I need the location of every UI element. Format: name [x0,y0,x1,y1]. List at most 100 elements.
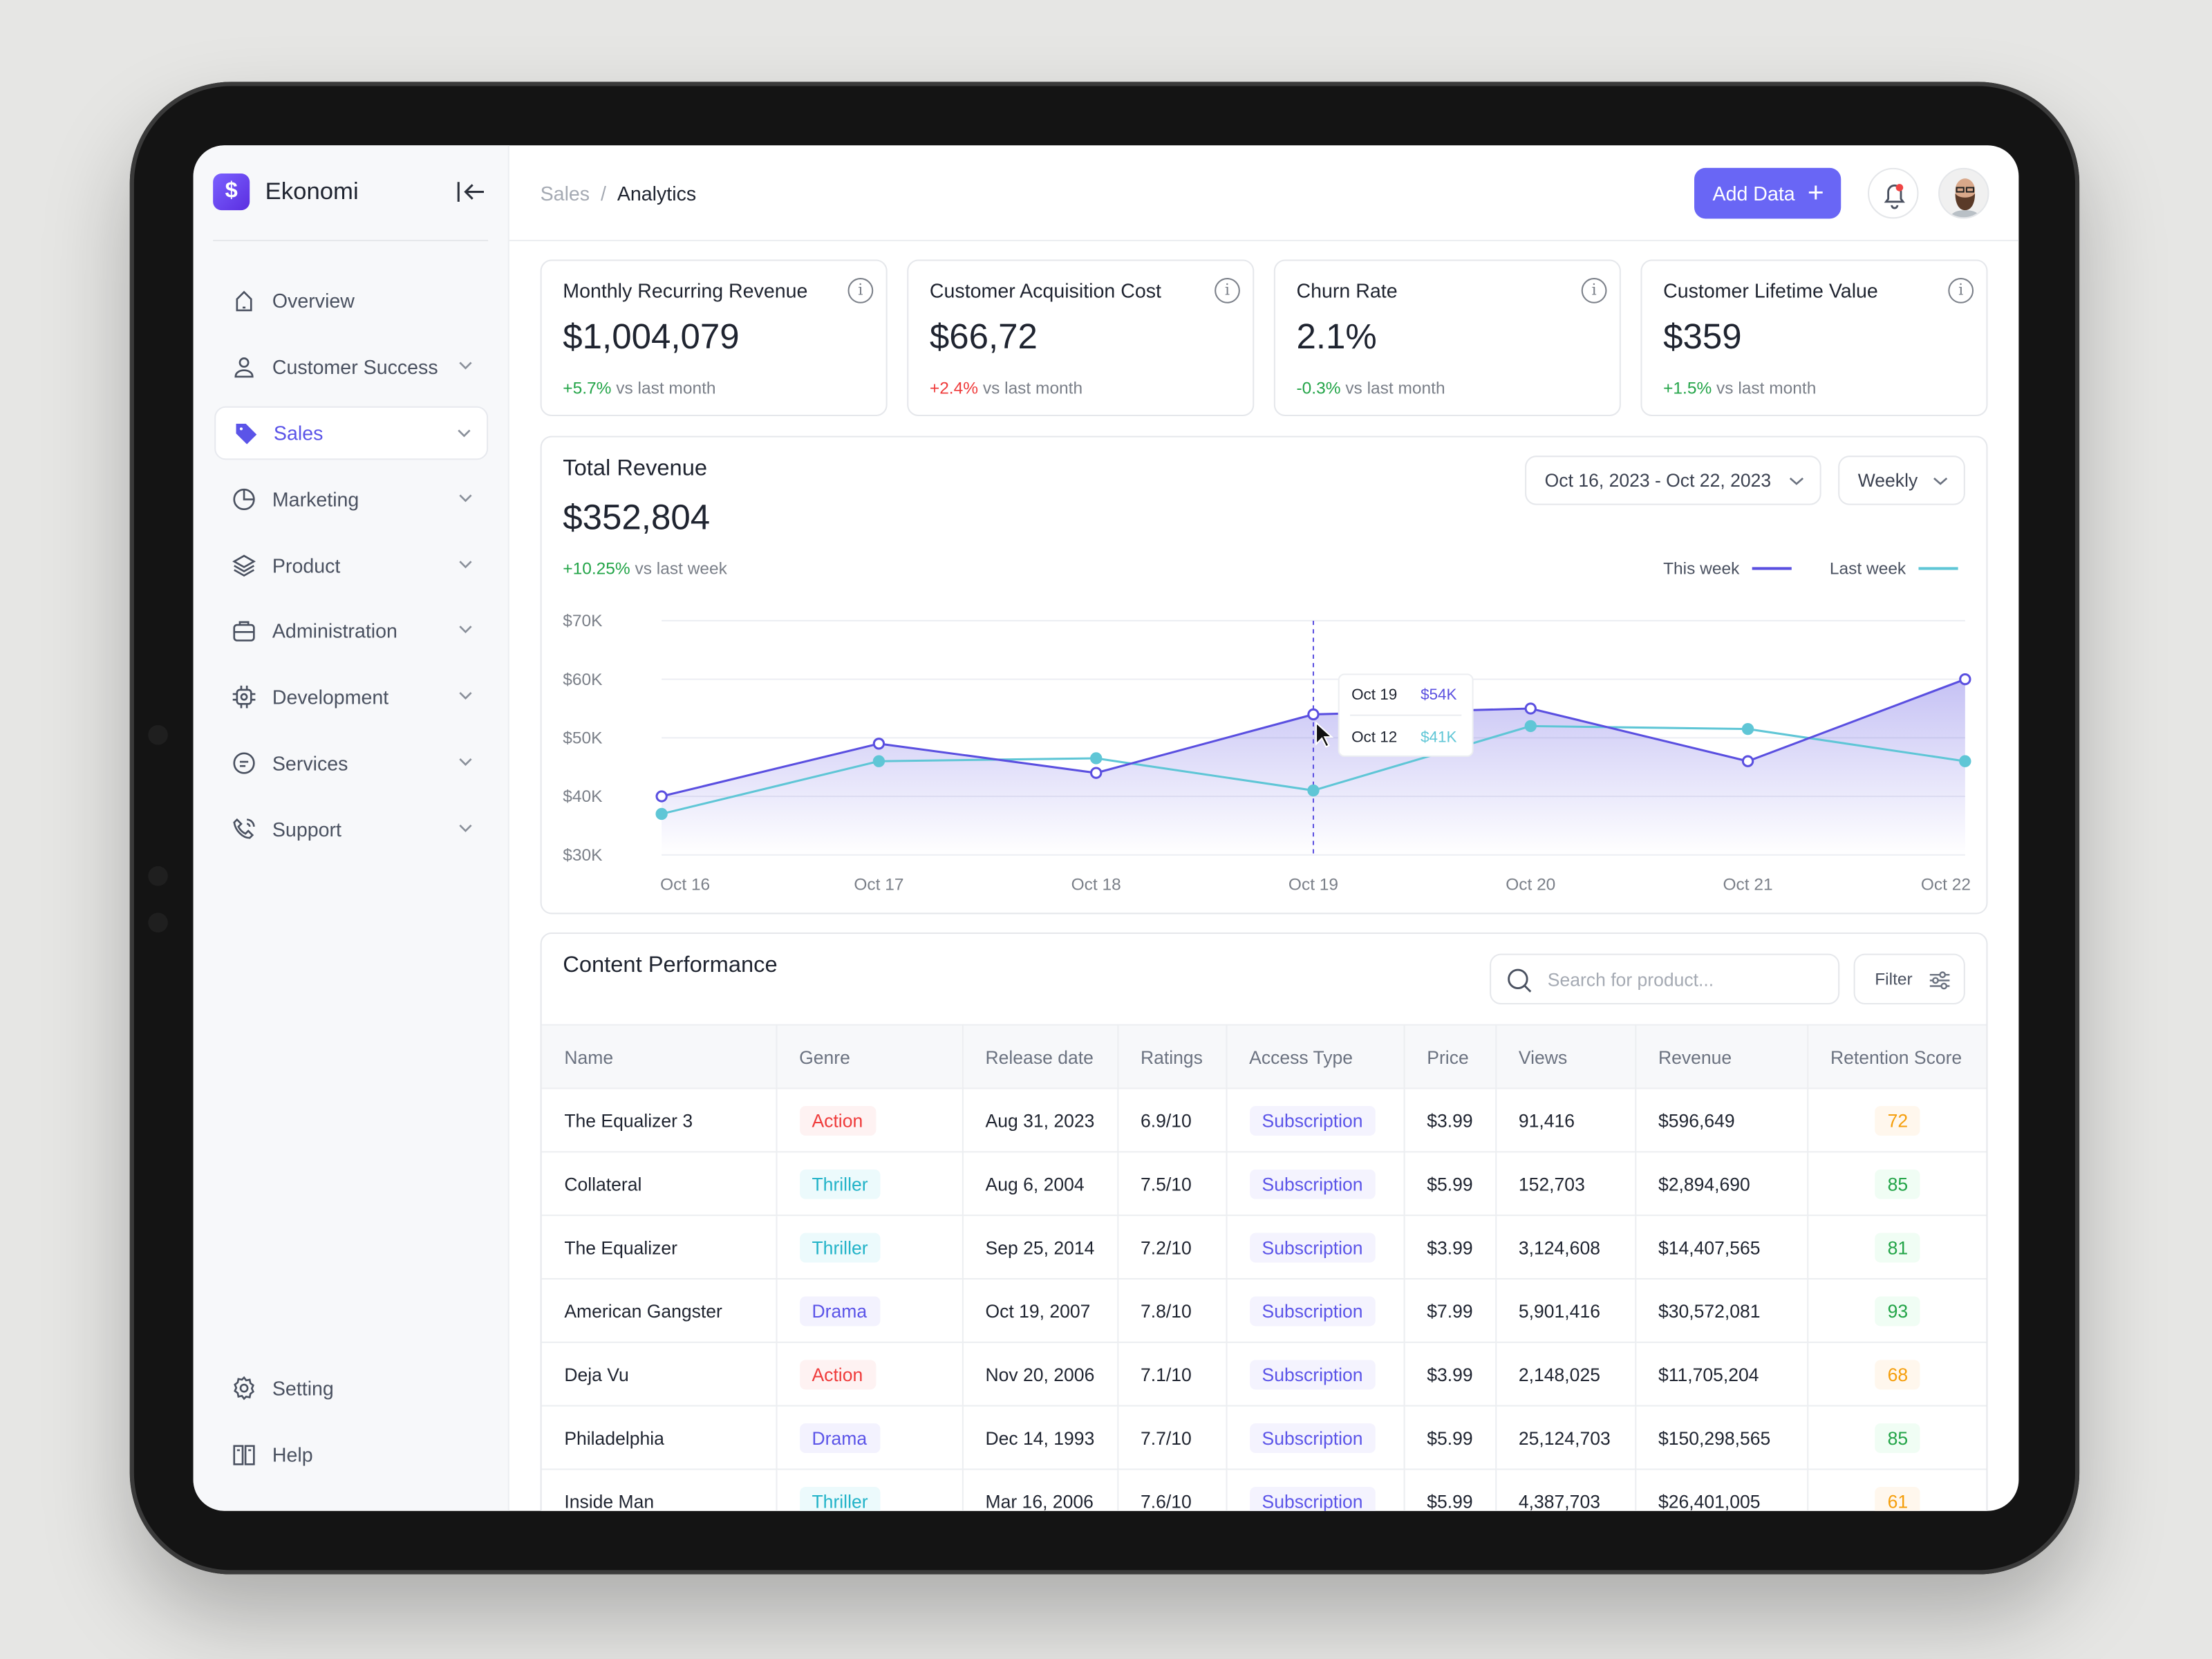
table-cell: $11,705,204 [1635,1342,1808,1407]
column-header[interactable]: Name [541,1024,777,1089]
sidebar-item-label: Setting [272,1376,334,1400]
kpi-delta: +2.4% vs last month [930,378,1082,398]
data-point[interactable] [1307,784,1320,797]
kpi-delta-value: +5.7% [563,377,612,398]
device-sensor [148,724,168,745]
sidebar-item-overview[interactable]: Overview [214,274,488,328]
sidebar-item-support[interactable]: Support [214,803,488,856]
table-cell: $14,407,565 [1635,1215,1808,1280]
period-select[interactable]: Weekly [1838,456,1965,505]
chevron-down-icon [459,362,472,370]
column-header[interactable]: Views [1495,1024,1636,1089]
cell-text: Mar 16, 2006 [985,1490,1094,1511]
data-point[interactable] [1090,767,1103,779]
table-cell: Thriller [776,1469,963,1511]
table-header-row: Name Genre Release date Ratings Access Type P… [541,1024,1987,1089]
breadcrumb-sales[interactable]: Sales [540,182,590,205]
kpi-card: Churn Rate i 2.1% -0.3% vs last month [1273,259,1621,417]
sidebar-item-setting[interactable]: Setting [214,1361,488,1415]
y-tick-label: $70K [563,612,603,630]
data-point[interactable] [1741,722,1754,735]
sidebar-item-product[interactable]: Product [214,539,488,593]
data-point[interactable] [1959,755,1971,767]
cell-text: $7.99 [1427,1300,1473,1322]
notifications-button[interactable] [1868,167,1919,219]
data-point[interactable] [655,790,668,803]
column-header[interactable]: Genre [776,1024,963,1089]
table-cell: 7.2/10 [1117,1215,1227,1280]
x-tick-label: Oct 18 [1071,876,1121,894]
revenue-line-chart[interactable]: $30K $40K $50K $60K $70K Oct 16 Oct 17 Oct 18 Oc… [542,438,1989,916]
data-point[interactable] [1741,755,1754,767]
data-point[interactable] [872,755,885,767]
table-row[interactable]: The Equalizer Thriller Sep 25, 2014 7.2/10 S… [541,1215,1987,1280]
x-tick-label: Oct 19 [1288,876,1338,894]
cell-text: Inside Man [564,1490,655,1511]
table-row[interactable]: Inside Man Thriller Mar 16, 2006 7.6/10 Subs… [541,1469,1987,1511]
data-point[interactable] [1307,708,1320,721]
column-header[interactable]: Revenue [1635,1024,1808,1089]
kpi-card: Monthly Recurring Revenue i $1,004,079 +5.7… [540,259,888,417]
data-point[interactable] [1524,720,1537,733]
column-header[interactable]: Release date [962,1024,1118,1089]
data-point[interactable] [872,738,885,750]
cell-text: 7.7/10 [1140,1427,1192,1448]
sidebar-item-customer-success[interactable]: Customer Success [214,340,488,394]
cell-text: 7.1/10 [1140,1363,1192,1385]
data-point[interactable] [1090,752,1103,765]
sidebar-item-help[interactable]: Help [214,1427,488,1481]
kpi-value: $359 [1663,317,1742,357]
kpi-value: $1,004,079 [563,317,740,357]
table-row[interactable]: The Equalizer 3 Action Aug 31, 2023 6.9/10 S… [541,1088,1987,1153]
cell-text: Collateral [564,1172,642,1194]
add-data-button[interactable]: Add Data + [1694,167,1841,219]
cell-text: $30,572,081 [1658,1300,1761,1322]
sidebar-item-marketing[interactable]: Marketing [214,473,488,527]
cell-text: 4,387,703 [1518,1490,1600,1511]
info-icon[interactable]: i [1948,278,1974,303]
search-input[interactable]: Search for product... [1490,953,1840,1005]
date-range-select[interactable]: Oct 16, 2023 - Oct 22, 2023 [1525,456,1821,505]
plus-icon: + [1807,178,1824,209]
sidebar-item-administration[interactable]: Administration [214,603,488,657]
table-row[interactable]: Deja Vu Action Nov 20, 2006 7.1/10 Subscript… [541,1342,1987,1407]
table-row[interactable]: American Gangster Drama Oct 19, 2007 7.8/10… [541,1278,1987,1343]
filter-button[interactable]: Filter [1853,953,1965,1005]
revenue-delta-value: +10.25% [563,559,630,579]
genre-badge: Drama [799,1423,880,1453]
sliders-icon [1929,971,1950,990]
table-cell: 6.9/10 [1117,1088,1227,1153]
data-point[interactable] [1524,702,1537,715]
table-cell: Philadelphia [541,1405,777,1470]
data-point[interactable] [1959,673,1971,686]
sidebar-item-services[interactable]: Services [214,736,488,790]
data-point[interactable] [655,807,668,821]
user-icon [234,357,254,378]
column-header[interactable]: Retention Score [1807,1024,1987,1089]
table-cell: Subscription [1226,1215,1405,1280]
user-avatar[interactable] [1938,167,1989,219]
table-cell: 5,901,416 [1495,1278,1636,1343]
collapse-sidebar-icon[interactable] [456,179,487,205]
table-cell: 72 [1807,1088,1987,1153]
sidebar-item-sales[interactable]: Sales [214,406,489,460]
table-cell: $5.99 [1403,1405,1497,1470]
info-icon[interactable]: i [1581,278,1607,303]
breadcrumb: Sales / Analytics [541,182,697,205]
y-tick-label: $50K [563,729,603,748]
table-cell: Drama [776,1405,963,1470]
table-row[interactable]: Collateral Thriller Aug 6, 2004 7.5/10 Subsc… [541,1152,1987,1217]
table-row[interactable]: Philadelphia Drama Dec 14, 1993 7.7/10 Subsc… [541,1405,1987,1470]
table-cell: $3.99 [1403,1342,1497,1407]
access-badge: Subscription [1249,1105,1376,1135]
info-icon[interactable]: i [1215,278,1240,303]
table-cell: $30,572,081 [1635,1278,1808,1343]
info-icon[interactable]: i [847,278,874,303]
column-header[interactable]: Access Type [1226,1024,1405,1089]
column-header[interactable]: Price [1403,1024,1497,1089]
cell-text: Philadelphia [564,1427,664,1448]
column-header[interactable]: Ratings [1117,1024,1227,1089]
sidebar-item-development[interactable]: Development [214,670,488,724]
kpi-title: Churn Rate [1296,279,1398,302]
table-cell: Inside Man [541,1469,777,1511]
